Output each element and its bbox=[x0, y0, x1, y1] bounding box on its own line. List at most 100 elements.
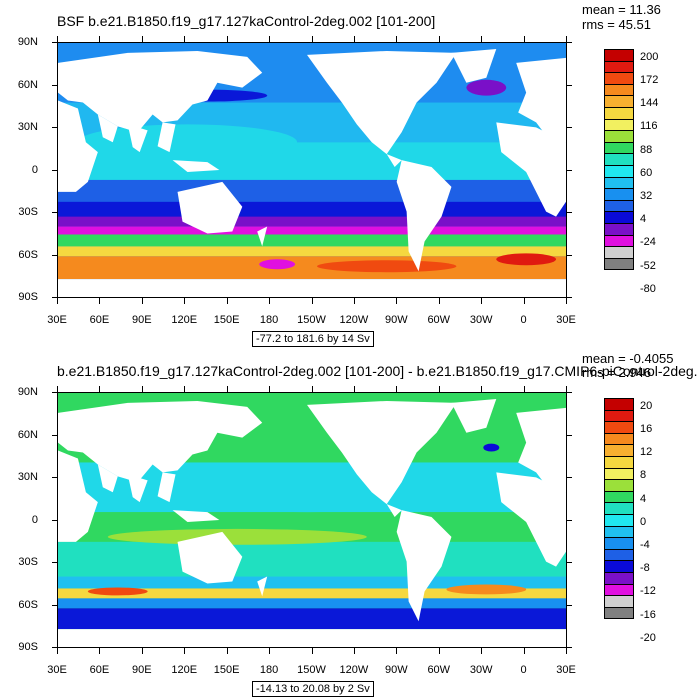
longitude-label: 30E bbox=[556, 314, 576, 326]
latitude-label: 0 bbox=[31, 163, 38, 176]
latitude-tick bbox=[52, 392, 57, 393]
longitude-tick bbox=[57, 648, 58, 654]
colorbar-label: -52 bbox=[640, 259, 656, 272]
land-mask bbox=[177, 181, 243, 234]
longitude-label: 180 bbox=[259, 314, 279, 326]
longitude-tick bbox=[269, 386, 271, 392]
latitude-tick bbox=[52, 254, 57, 256]
longitude-tick bbox=[269, 298, 271, 304]
latitude-label: 90S bbox=[18, 641, 38, 653]
longitude-label: 120W bbox=[339, 314, 369, 326]
colorbar-label: 8 bbox=[640, 469, 647, 482]
colorbar-label: -20 bbox=[640, 631, 656, 644]
land-mask bbox=[97, 464, 118, 493]
land-mask bbox=[58, 50, 263, 133]
longitude-label: 120E bbox=[171, 314, 198, 326]
latitude-label: 60N bbox=[17, 428, 38, 441]
latitude-tick bbox=[567, 434, 572, 436]
land-mask bbox=[386, 154, 402, 168]
contour-band bbox=[58, 179, 566, 202]
colorbar-label: 0 bbox=[640, 515, 647, 528]
longitude-tick bbox=[353, 36, 355, 42]
map-title: b.e21.B1850.f19_g17.127kaControl-2deg.00… bbox=[57, 363, 697, 379]
contour-feature bbox=[496, 253, 557, 266]
colorbar-label: 172 bbox=[640, 74, 659, 86]
colorbar-label: 20 bbox=[640, 399, 653, 412]
latitude-tick bbox=[52, 297, 57, 298]
latitude-label: 60S bbox=[18, 598, 38, 611]
longitude-tick bbox=[99, 36, 101, 42]
longitude-tick bbox=[184, 386, 186, 392]
latitude-tick bbox=[567, 647, 572, 648]
colorbar-label: 4 bbox=[640, 492, 647, 505]
longitude-label: 30E bbox=[556, 664, 576, 676]
longitude-tick bbox=[311, 298, 313, 304]
latitude-label: 60N bbox=[17, 78, 38, 91]
longitude-label: 150E bbox=[213, 314, 240, 326]
colorbar-label: -80 bbox=[640, 282, 656, 295]
longitude-tick bbox=[438, 36, 440, 42]
contour-feature bbox=[157, 492, 457, 513]
rms-value: rms = 45.51 bbox=[582, 17, 652, 32]
longitude-tick bbox=[353, 648, 355, 654]
land-mask bbox=[451, 48, 497, 83]
longitude-label: 60E bbox=[89, 314, 110, 326]
contour-band bbox=[58, 588, 566, 599]
map-plot-area bbox=[57, 42, 567, 298]
contour-band bbox=[58, 608, 566, 630]
latitude-tick bbox=[52, 647, 57, 648]
longitude-tick bbox=[523, 298, 525, 304]
longitude-tick bbox=[141, 298, 143, 304]
longitude-tick bbox=[353, 386, 355, 392]
latitude-tick bbox=[567, 477, 572, 478]
contour-band bbox=[58, 234, 566, 247]
latitude-tick bbox=[52, 477, 57, 478]
land-mask bbox=[127, 124, 148, 153]
longitude-tick bbox=[311, 386, 313, 392]
longitude-label: 60W bbox=[427, 664, 451, 676]
latitude-tick bbox=[567, 297, 572, 298]
land-mask bbox=[58, 450, 98, 542]
longitude-tick bbox=[99, 386, 101, 392]
contour-range-label: -77.2 to 181.6 by 14 Sv bbox=[252, 331, 374, 347]
colorbar-label: -8 bbox=[640, 562, 650, 575]
longitude-tick bbox=[523, 648, 525, 654]
mean-value: mean = -0.4055 bbox=[582, 351, 674, 366]
map-title: BSF b.e21.B1850.f19_g17.127kaControl-2de… bbox=[57, 13, 436, 29]
longitude-label: 30E bbox=[47, 664, 67, 676]
contour-feature bbox=[87, 587, 148, 596]
latitude-tick bbox=[567, 42, 572, 43]
longitude-label: 30W bbox=[469, 664, 493, 676]
latitude-label: 0 bbox=[31, 513, 38, 526]
longitude-tick bbox=[226, 36, 228, 42]
land-mask bbox=[157, 472, 176, 503]
longitude-tick bbox=[396, 298, 398, 304]
longitude-tick bbox=[438, 648, 440, 654]
longitude-tick bbox=[353, 298, 355, 304]
colorbar-label: 200 bbox=[640, 50, 659, 63]
land-mask bbox=[58, 279, 566, 297]
latitude-label: 30S bbox=[18, 556, 38, 568]
land-mask bbox=[516, 57, 566, 143]
colorbar-label: 12 bbox=[640, 446, 653, 459]
longitude-label: 150W bbox=[297, 664, 326, 676]
difference-map-panel: b.e21.B1850.f19_g17.127kaControl-2deg.00… bbox=[0, 350, 700, 700]
colorbar-label: 88 bbox=[640, 143, 653, 156]
longitude-label: 0 bbox=[520, 314, 527, 326]
longitude-tick bbox=[481, 648, 483, 654]
land-mask bbox=[58, 629, 566, 647]
land-mask bbox=[157, 122, 176, 153]
latitude-tick bbox=[567, 392, 572, 393]
longitude-tick bbox=[566, 648, 567, 654]
longitude-tick bbox=[226, 386, 228, 392]
latitude-tick bbox=[52, 127, 57, 128]
longitude-tick bbox=[57, 298, 58, 304]
latitude-label: 60S bbox=[18, 248, 38, 261]
longitude-label: 30W bbox=[469, 314, 493, 326]
colorbar-label: 144 bbox=[640, 97, 659, 110]
latitude-tick bbox=[52, 562, 57, 563]
longitude-tick bbox=[99, 298, 101, 304]
longitude-tick bbox=[523, 36, 525, 42]
longitude-label: 60W bbox=[427, 314, 451, 326]
land-mask bbox=[496, 472, 566, 567]
